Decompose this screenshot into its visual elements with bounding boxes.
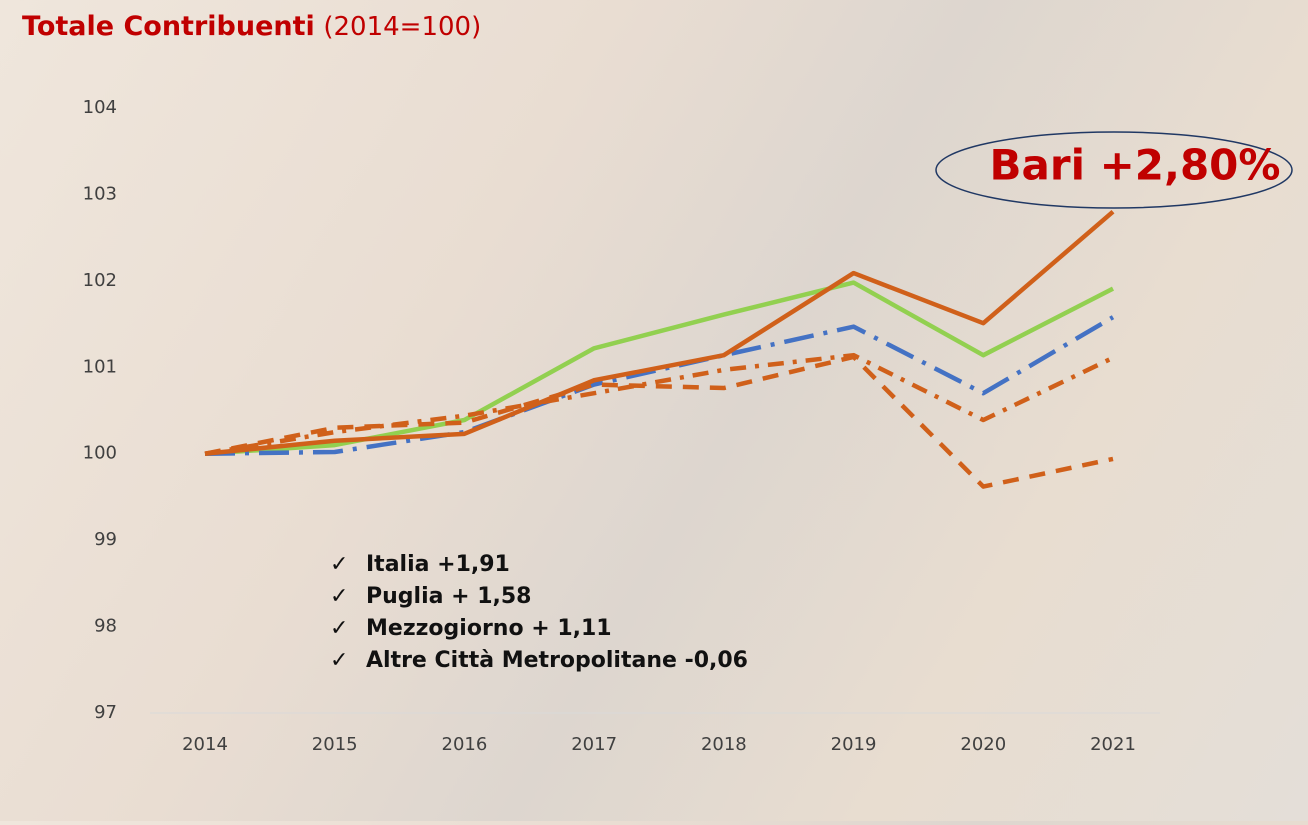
note-check: ✓ [330,552,348,577]
note: Puglia + 1,58 [366,584,532,609]
x-tick-label: 2014 [182,734,228,755]
note: Mezzogiorno + 1,11 [366,616,612,641]
annotation: Bari +2,80% [990,141,1281,190]
x-tick-label: 2018 [701,734,747,755]
annotation-bubble [935,131,1293,209]
note-check: ✓ [330,616,348,641]
x-tick-label: 2020 [960,734,1006,755]
chart-title: Totale Contribuenti [22,11,315,42]
x-tick-label: 2017 [571,734,617,755]
x-tick-label: 2019 [831,734,877,755]
x-tick-label: 2016 [442,734,488,755]
y-tick-label: 102 [83,270,117,291]
note: Altre Città Metropolitane -0,06 [366,648,748,673]
y-tick-label: 104 [83,97,117,118]
y-tick-label: 101 [83,356,117,377]
y-tick-label: 100 [83,443,117,464]
chart-subtitle: (2014=100) [323,12,481,42]
series-line [204,315,1115,456]
series-line [204,210,1115,456]
y-tick-label: 99 [94,529,117,550]
note-check: ✓ [330,648,348,673]
title-group: Totale Contribuenti (2014=100) [22,11,481,42]
x-tick-label: 2021 [1090,734,1136,755]
y-tick-label: 98 [94,616,117,637]
y-tick-label: 97 [94,702,117,723]
series-line [204,352,1114,456]
note: Italia +1,91 [366,552,510,577]
x-tick-label: 2015 [312,734,358,755]
y-tick-label: 103 [83,183,117,204]
note-check: ✓ [330,584,348,609]
series-line [204,354,1114,489]
